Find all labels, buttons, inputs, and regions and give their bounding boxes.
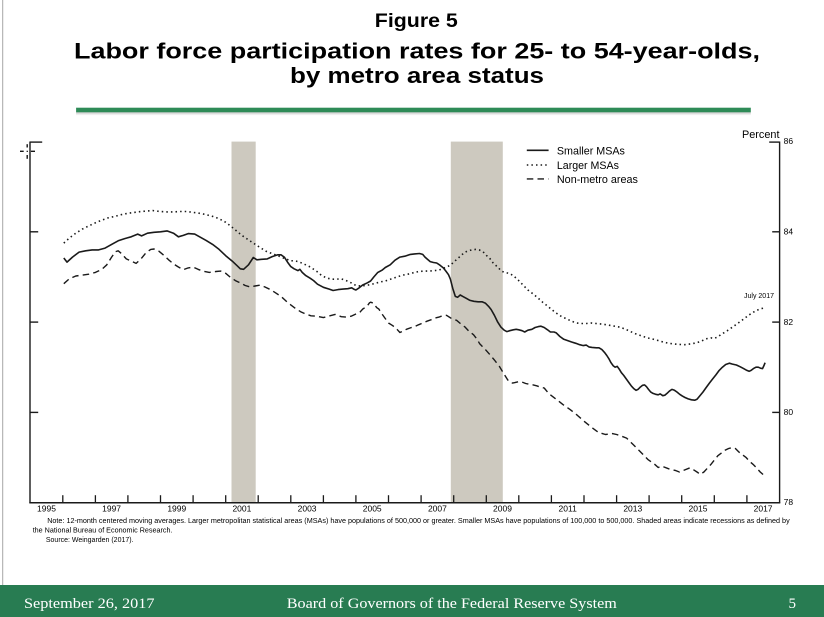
svg-text:82: 82 — [784, 317, 794, 327]
svg-text:Non-metro areas: Non-metro areas — [557, 174, 638, 186]
svg-text:2013: 2013 — [623, 504, 642, 514]
svg-text:July 2017: July 2017 — [744, 291, 774, 300]
svg-text:2001: 2001 — [232, 504, 251, 514]
svg-text:September 26, 2017: September 26, 2017 — [24, 596, 155, 612]
svg-text:78: 78 — [784, 497, 794, 507]
svg-text:2009: 2009 — [493, 504, 512, 514]
svg-text:Source: Weingarden (2017).: Source: Weingarden (2017). — [46, 535, 134, 544]
svg-text:Smaller MSAs: Smaller MSAs — [557, 145, 625, 157]
svg-text:by metro area status: by metro area status — [290, 63, 544, 88]
svg-text:Labor force participation rate: Labor force participation rates for 25- … — [74, 39, 760, 64]
svg-text:Percent: Percent — [742, 129, 780, 141]
svg-text:5: 5 — [789, 596, 797, 612]
svg-text:the National Bureau of Economi: the National Bureau of Economic Research… — [33, 526, 173, 535]
svg-text:86: 86 — [784, 136, 794, 146]
svg-text:2007: 2007 — [428, 504, 447, 514]
svg-text:2017: 2017 — [754, 504, 773, 514]
svg-text:2005: 2005 — [363, 504, 382, 514]
svg-text:1999: 1999 — [167, 504, 186, 514]
svg-text:2003: 2003 — [298, 504, 317, 514]
svg-text:1997: 1997 — [102, 504, 121, 514]
svg-text:Board of Governors of the Fede: Board of Governors of the Federal Reserv… — [287, 596, 617, 612]
svg-text:Larger MSAs: Larger MSAs — [557, 160, 619, 172]
svg-text:80: 80 — [784, 407, 794, 417]
svg-text:2011: 2011 — [559, 504, 578, 514]
svg-text:Note: 12-month centered moving: Note: 12-month centered moving averages.… — [47, 516, 790, 525]
svg-text:2015: 2015 — [689, 504, 708, 514]
svg-text:Figure 5: Figure 5 — [375, 10, 458, 32]
svg-text:84: 84 — [784, 227, 794, 237]
svg-text:1995: 1995 — [37, 504, 56, 514]
